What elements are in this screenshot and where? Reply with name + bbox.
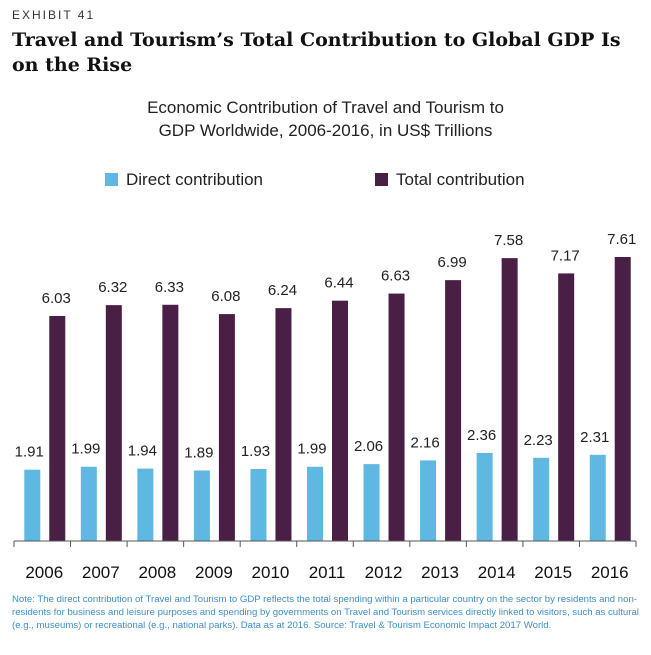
data-label-direct-2014: 2.36 — [467, 427, 496, 444]
bar-chart: 1.91 6.03 2006 1.99 6.32 2007 1.94 6.33 2008 1.89… — [13, 231, 637, 582]
chart-title-line-1: Economic Contribution of Travel and Tour… — [147, 98, 504, 117]
bar-total-2010 — [275, 308, 292, 541]
data-label-direct-2008: 1.94 — [128, 443, 157, 460]
bar-direct-2015 — [533, 457, 550, 541]
data-label-total-2011: 6.44 — [324, 275, 353, 292]
data-label-direct-2015: 2.23 — [524, 432, 553, 449]
data-label-direct-2012: 2.06 — [354, 438, 383, 455]
x-tick-label-2015: 2015 — [534, 563, 572, 582]
legend-direct-swatch — [105, 173, 118, 186]
bar-total-2013 — [445, 280, 462, 541]
bar-direct-2014 — [476, 452, 493, 541]
data-label-direct-2016: 2.31 — [580, 429, 609, 446]
data-label-total-2012: 6.63 — [381, 268, 410, 285]
chart-title-line-2: GDP Worldwide, 2006-2016, in US$ Trillio… — [158, 121, 493, 140]
bar-total-2014 — [501, 258, 518, 541]
data-label-total-2015: 7.17 — [551, 247, 580, 264]
bar-direct-2008 — [137, 468, 154, 541]
x-tick-label-2006: 2006 — [25, 563, 63, 582]
headline: Travel and Tourism’s Total Contribution … — [12, 29, 621, 76]
bar-total-2016 — [614, 257, 631, 541]
legend-total-label: Total contribution — [396, 170, 525, 189]
x-tick-label-2010: 2010 — [252, 563, 290, 582]
x-tick-label-2016: 2016 — [591, 563, 629, 582]
legend-direct-label: Direct contribution — [126, 170, 264, 189]
x-tick-label-2013: 2013 — [421, 563, 459, 582]
data-label-direct-2011: 1.99 — [297, 441, 326, 458]
bar-direct-2006 — [24, 469, 41, 541]
exhibit-label: EXHIBIT 41 — [12, 8, 96, 22]
bar-direct-2012 — [363, 464, 380, 541]
bar-direct-2011 — [307, 466, 323, 541]
bar-total-2007 — [105, 305, 122, 541]
x-tick-label-2009: 2009 — [195, 563, 233, 582]
bar-total-2009 — [218, 314, 235, 541]
legend-total: Total contribution — [375, 170, 525, 190]
bar-total-2006 — [49, 315, 66, 541]
data-label-total-2010: 6.24 — [268, 282, 297, 299]
data-label-total-2009: 6.08 — [211, 288, 240, 305]
bar-direct-2007 — [80, 466, 97, 541]
data-label-total-2016: 7.61 — [607, 231, 636, 248]
data-label-direct-2006: 1.91 — [15, 444, 44, 461]
bar-direct-2009 — [193, 470, 210, 541]
bar-total-2012 — [388, 293, 405, 541]
data-label-direct-2009: 1.89 — [184, 444, 213, 461]
x-tick-label-2007: 2007 — [82, 563, 120, 582]
x-tick-label-2014: 2014 — [478, 563, 516, 582]
bar-direct-2016 — [589, 454, 606, 541]
data-label-direct-2007: 1.99 — [71, 441, 100, 458]
legend-total-swatch — [375, 173, 388, 186]
data-label-direct-2013: 2.16 — [410, 434, 439, 451]
data-label-total-2007: 6.32 — [98, 279, 127, 296]
bar-total-2008 — [162, 304, 179, 541]
bar-direct-2013 — [420, 460, 437, 541]
legend-direct: Direct contribution — [105, 170, 263, 190]
x-tick-label-2008: 2008 — [138, 563, 176, 582]
chart-title: Economic Contribution of Travel and Tour… — [0, 96, 651, 142]
bar-direct-2010 — [250, 468, 267, 541]
data-label-total-2008: 6.33 — [155, 279, 184, 296]
x-tick-label-2011: 2011 — [309, 563, 346, 582]
data-label-direct-2010: 1.93 — [241, 443, 270, 460]
data-label-total-2006: 6.03 — [42, 290, 71, 307]
bar-total-2011 — [332, 300, 348, 541]
data-label-total-2013: 6.99 — [437, 254, 466, 271]
bar-total-2015 — [558, 273, 575, 541]
footnote: Note: The direct contribution of Travel … — [12, 594, 639, 631]
x-tick-label-2012: 2012 — [365, 563, 403, 582]
data-label-total-2014: 7.58 — [494, 232, 523, 249]
